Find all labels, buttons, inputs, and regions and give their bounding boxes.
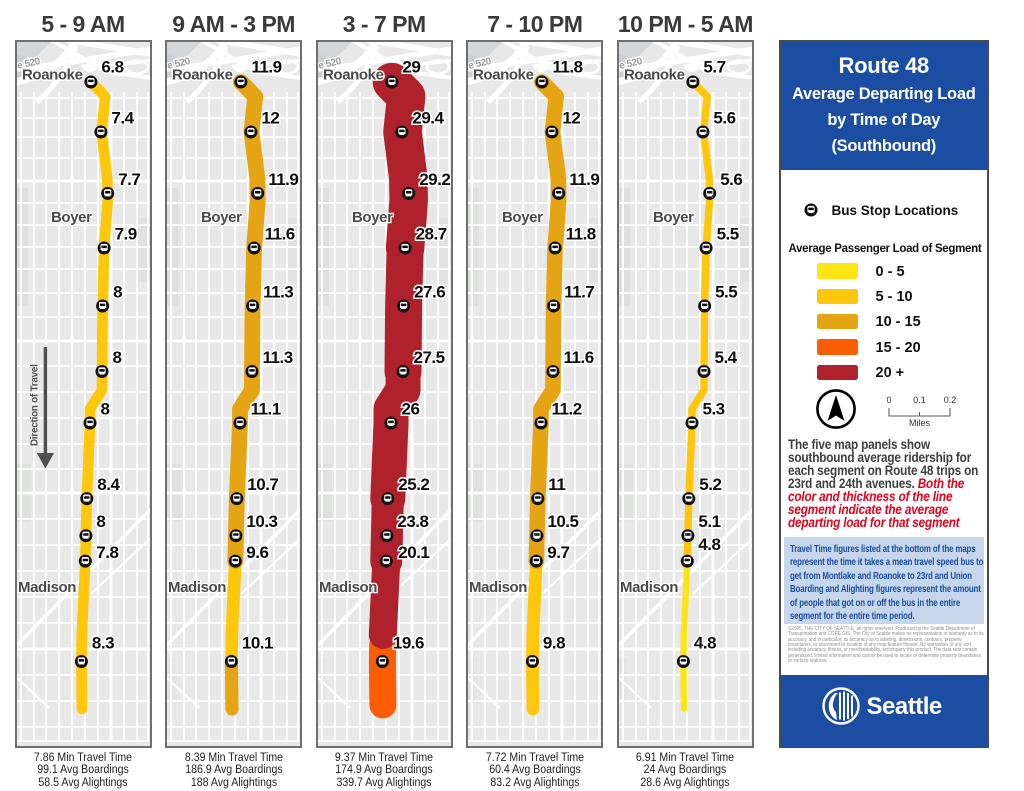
svg-text:10.1: 10.1: [242, 634, 273, 653]
svg-text:5.7: 5.7: [703, 58, 725, 77]
svg-text:11.2: 11.2: [552, 400, 582, 419]
svg-text:9.6: 9.6: [246, 543, 268, 562]
svg-text:5.6: 5.6: [720, 170, 742, 189]
svg-text:8.4: 8.4: [97, 475, 120, 494]
svg-text:11.8: 11.8: [566, 225, 596, 244]
svg-text:11.7: 11.7: [564, 283, 594, 302]
svg-text:7.8: 7.8: [96, 543, 118, 562]
svg-text:29.4: 29.4: [412, 109, 444, 128]
svg-text:8: 8: [100, 400, 109, 419]
svg-text:11.3: 11.3: [263, 283, 293, 302]
svg-text:26: 26: [401, 400, 419, 419]
svg-text:9.7: 9.7: [548, 543, 570, 562]
svg-text:7.4: 7.4: [111, 109, 134, 128]
svg-text:11.9: 11.9: [251, 58, 281, 77]
svg-text:5.5: 5.5: [715, 283, 737, 302]
svg-text:0.1: 0.1: [913, 395, 926, 405]
svg-text:7.7: 7.7: [118, 170, 140, 189]
svg-text:7.9: 7.9: [114, 225, 136, 244]
svg-text:9.8: 9.8: [543, 634, 565, 653]
svg-text:8: 8: [112, 348, 121, 367]
svg-text:11.9: 11.9: [268, 170, 298, 189]
svg-text:27.6: 27.6: [414, 283, 445, 302]
svg-text:11.8: 11.8: [553, 58, 583, 77]
svg-text:8.3: 8.3: [91, 634, 113, 653]
svg-text:11.6: 11.6: [265, 225, 295, 244]
svg-text:12: 12: [563, 109, 581, 128]
svg-text:25.2: 25.2: [398, 475, 429, 494]
svg-text:11: 11: [549, 475, 566, 494]
svg-text:27.5: 27.5: [413, 348, 444, 367]
svg-text:5.3: 5.3: [702, 400, 724, 419]
svg-text:Miles: Miles: [908, 418, 930, 428]
svg-text:20.1: 20.1: [398, 543, 429, 562]
svg-text:0: 0: [886, 395, 891, 405]
svg-text:29: 29: [402, 58, 420, 77]
svg-text:5.6: 5.6: [713, 109, 735, 128]
svg-text:5.1: 5.1: [698, 512, 720, 531]
svg-text:23.8: 23.8: [397, 512, 428, 531]
svg-text:5.2: 5.2: [699, 475, 721, 494]
svg-text:0.2: 0.2: [943, 395, 956, 405]
svg-text:11.6: 11.6: [564, 348, 594, 367]
svg-text:6.8: 6.8: [101, 58, 123, 77]
svg-text:Direction of Travel: Direction of Travel: [29, 364, 40, 446]
svg-text:4.8: 4.8: [694, 634, 716, 653]
svg-text:19.6: 19.6: [393, 634, 424, 653]
svg-text:8: 8: [96, 512, 105, 531]
svg-text:8: 8: [113, 283, 122, 302]
svg-text:12: 12: [261, 109, 279, 128]
svg-text:10.5: 10.5: [548, 512, 579, 531]
svg-text:10.3: 10.3: [246, 512, 277, 531]
svg-text:11.3: 11.3: [263, 348, 293, 367]
svg-text:4.8: 4.8: [698, 535, 720, 554]
svg-text:11.1: 11.1: [251, 400, 281, 419]
svg-text:5.4: 5.4: [714, 348, 737, 367]
svg-text:11.9: 11.9: [569, 170, 599, 189]
svg-text:5.5: 5.5: [716, 225, 738, 244]
svg-text:28.7: 28.7: [415, 225, 446, 244]
svg-text:29.2: 29.2: [419, 170, 450, 189]
svg-text:10.7: 10.7: [247, 475, 278, 494]
